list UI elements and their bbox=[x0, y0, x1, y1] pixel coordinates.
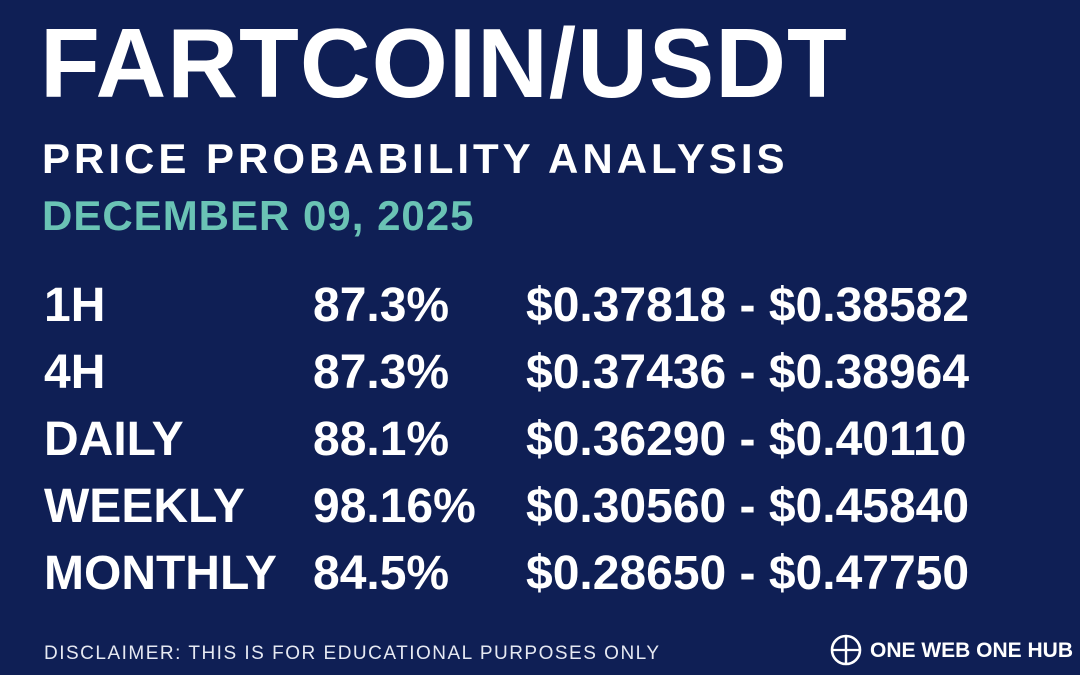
timeframe-label: MONTHLY bbox=[44, 547, 277, 600]
page-title: FARTCOIN/USDT bbox=[40, 8, 848, 118]
table-row: WEEKLY 98.16% $0.30560 - $0.45840 bbox=[0, 483, 1080, 550]
probability-value: 84.5% bbox=[313, 547, 450, 600]
probability-value: 87.3% bbox=[313, 279, 450, 332]
price-range: $0.28650 - $0.47750 bbox=[526, 547, 970, 600]
probability-value: 98.16% bbox=[313, 480, 476, 533]
timeframe-label: 4H bbox=[44, 346, 106, 399]
brand-name: ONE WEB ONE HUB bbox=[870, 638, 1074, 662]
table-row: 4H 87.3% $0.37436 - $0.38964 bbox=[0, 349, 1080, 416]
circle-cross-logo-icon bbox=[830, 634, 862, 666]
analysis-date: DECEMBER 09, 2025 bbox=[42, 192, 475, 239]
timeframe-label: 1H bbox=[44, 279, 106, 332]
probability-value: 87.3% bbox=[313, 346, 450, 399]
probability-value: 88.1% bbox=[313, 413, 450, 466]
table-row: 1H 87.3% $0.37818 - $0.38582 bbox=[0, 282, 1080, 349]
disclaimer-text: DISCLAIMER: THIS IS FOR EDUCATIONAL PURP… bbox=[44, 643, 661, 664]
page-subtitle: PRICE PROBABILITY ANALYSIS bbox=[42, 135, 789, 182]
price-range: $0.37818 - $0.38582 bbox=[526, 279, 970, 332]
brand-logo: ONE WEB ONE HUB bbox=[830, 634, 1073, 666]
price-range: $0.36290 - $0.40110 bbox=[526, 413, 967, 466]
price-range: $0.37436 - $0.38964 bbox=[526, 346, 970, 399]
probability-table: 1H 87.3% $0.37818 - $0.38582 4H 87.3% $0… bbox=[0, 282, 1080, 617]
timeframe-label: WEEKLY bbox=[44, 480, 245, 533]
timeframe-label: DAILY bbox=[44, 413, 184, 466]
price-range: $0.30560 - $0.45840 bbox=[526, 480, 970, 533]
table-row: MONTHLY 84.5% $0.28650 - $0.47750 bbox=[0, 550, 1080, 617]
table-row: DAILY 88.1% $0.36290 - $0.40110 bbox=[0, 416, 1080, 483]
